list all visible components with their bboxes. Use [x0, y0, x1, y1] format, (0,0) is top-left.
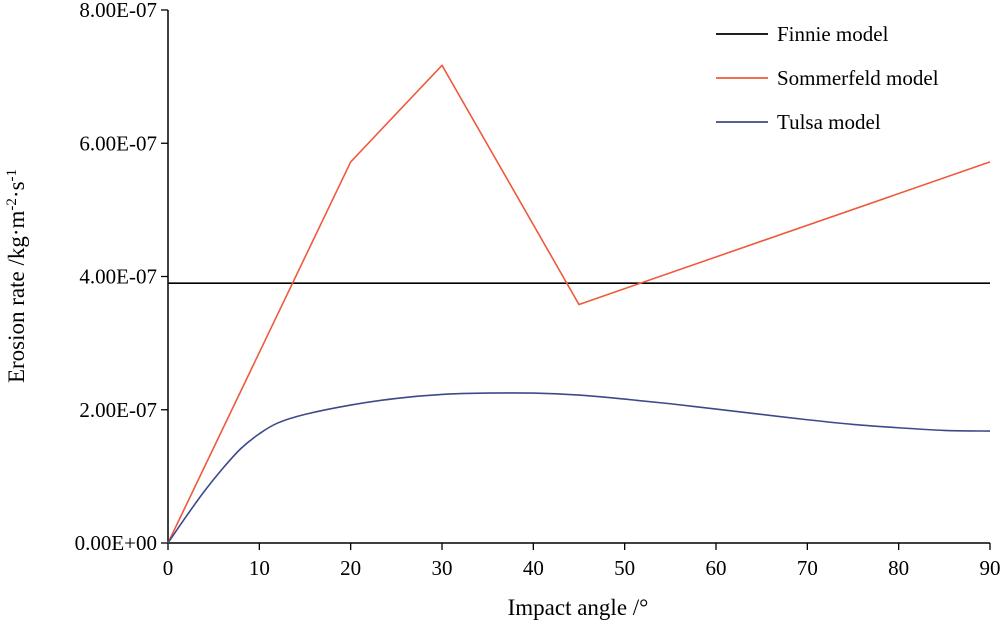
y-axis-title-main: Erosion rate /kg·m: [4, 210, 29, 383]
x-tick-label: 80: [888, 556, 909, 580]
ticks: 0 10 20 30 40 50 60 70 80 90 0.00E+00 2.00E-07 4.00E…: [75, 0, 1001, 580]
x-tick-label: 60: [706, 556, 727, 580]
x-tick-label: 10: [249, 556, 270, 580]
series-line-sommerfeld-model: [167, 63, 991, 544]
y-tick-label: 6.00E-07: [79, 131, 157, 155]
y-axis-title-sup2: -1: [4, 169, 20, 182]
y-axis-title-mid: ·s: [4, 181, 29, 198]
y-axis-title-sup1: -2: [4, 198, 20, 211]
x-tick-label: 30: [432, 556, 453, 580]
legend-label-sommerfeld-model: Sommerfeld model: [777, 66, 939, 90]
legend-label-tulsa-model: Tulsa model: [777, 110, 881, 134]
y-tick-label: 2.00E-07: [79, 398, 157, 422]
x-tick-label: 20: [340, 556, 361, 580]
x-tick-label: 50: [614, 556, 635, 580]
y-axis-title: Erosion rate /kg·m-2·s-1: [4, 169, 29, 383]
x-tick-label: 70: [797, 556, 818, 580]
x-axis-title: Impact angle /°: [508, 595, 649, 620]
series-layer: [167, 63, 991, 544]
legend: Finnie model Sommerfeld model Tulsa model: [716, 22, 939, 134]
legend-label-finnie-model: Finnie model: [777, 22, 889, 46]
y-tick-label: 0.00E+00: [75, 531, 157, 555]
x-tick-label: 0: [163, 556, 174, 580]
series-line-tulsa-model: [167, 392, 991, 544]
y-tick-label: 8.00E-07: [79, 0, 157, 22]
x-tick-label: 90: [980, 556, 1001, 580]
y-tick-label: 4.00E-07: [79, 265, 157, 289]
x-tick-label: 40: [523, 556, 544, 580]
